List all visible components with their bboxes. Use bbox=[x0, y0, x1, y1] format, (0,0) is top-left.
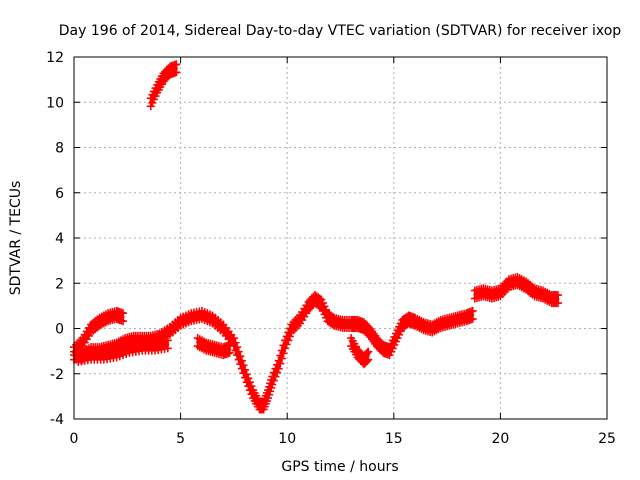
y-tick-label: 10 bbox=[46, 95, 64, 111]
x-tick-label: 15 bbox=[385, 431, 403, 447]
series-segment bbox=[470, 272, 562, 308]
y-tick-label: 4 bbox=[55, 231, 64, 247]
x-tick-label: 10 bbox=[278, 431, 296, 447]
y-tick-label: -2 bbox=[50, 367, 64, 383]
axis-ticks: 0 5 10 15 20 25 -4 -2 0 2 4 6 8 10 12 bbox=[46, 50, 616, 447]
y-tick-label: -4 bbox=[50, 412, 64, 428]
x-tick-label: 20 bbox=[491, 431, 509, 447]
x-tick-label: 25 bbox=[598, 431, 616, 447]
y-tick-label: 8 bbox=[55, 141, 64, 157]
series-segment bbox=[347, 334, 373, 369]
x-tick-label: 0 bbox=[70, 431, 79, 447]
chart-title: Day 196 of 2014, Sidereal Day-to-day VTE… bbox=[59, 23, 622, 39]
y-axis-label: SDTVAR / TECUs bbox=[8, 181, 24, 296]
series-segment bbox=[193, 334, 234, 360]
series-segment bbox=[74, 336, 172, 366]
series-layer bbox=[70, 60, 562, 414]
x-tick-label: 5 bbox=[176, 431, 185, 447]
series-segment bbox=[70, 306, 128, 360]
y-tick-label: 12 bbox=[46, 50, 64, 66]
x-axis-label: GPS time / hours bbox=[281, 459, 398, 475]
y-tick-label: 6 bbox=[55, 186, 64, 202]
series-segment bbox=[146, 60, 181, 111]
y-tick-label: 2 bbox=[55, 276, 64, 292]
y-tick-label: 0 bbox=[55, 322, 64, 338]
